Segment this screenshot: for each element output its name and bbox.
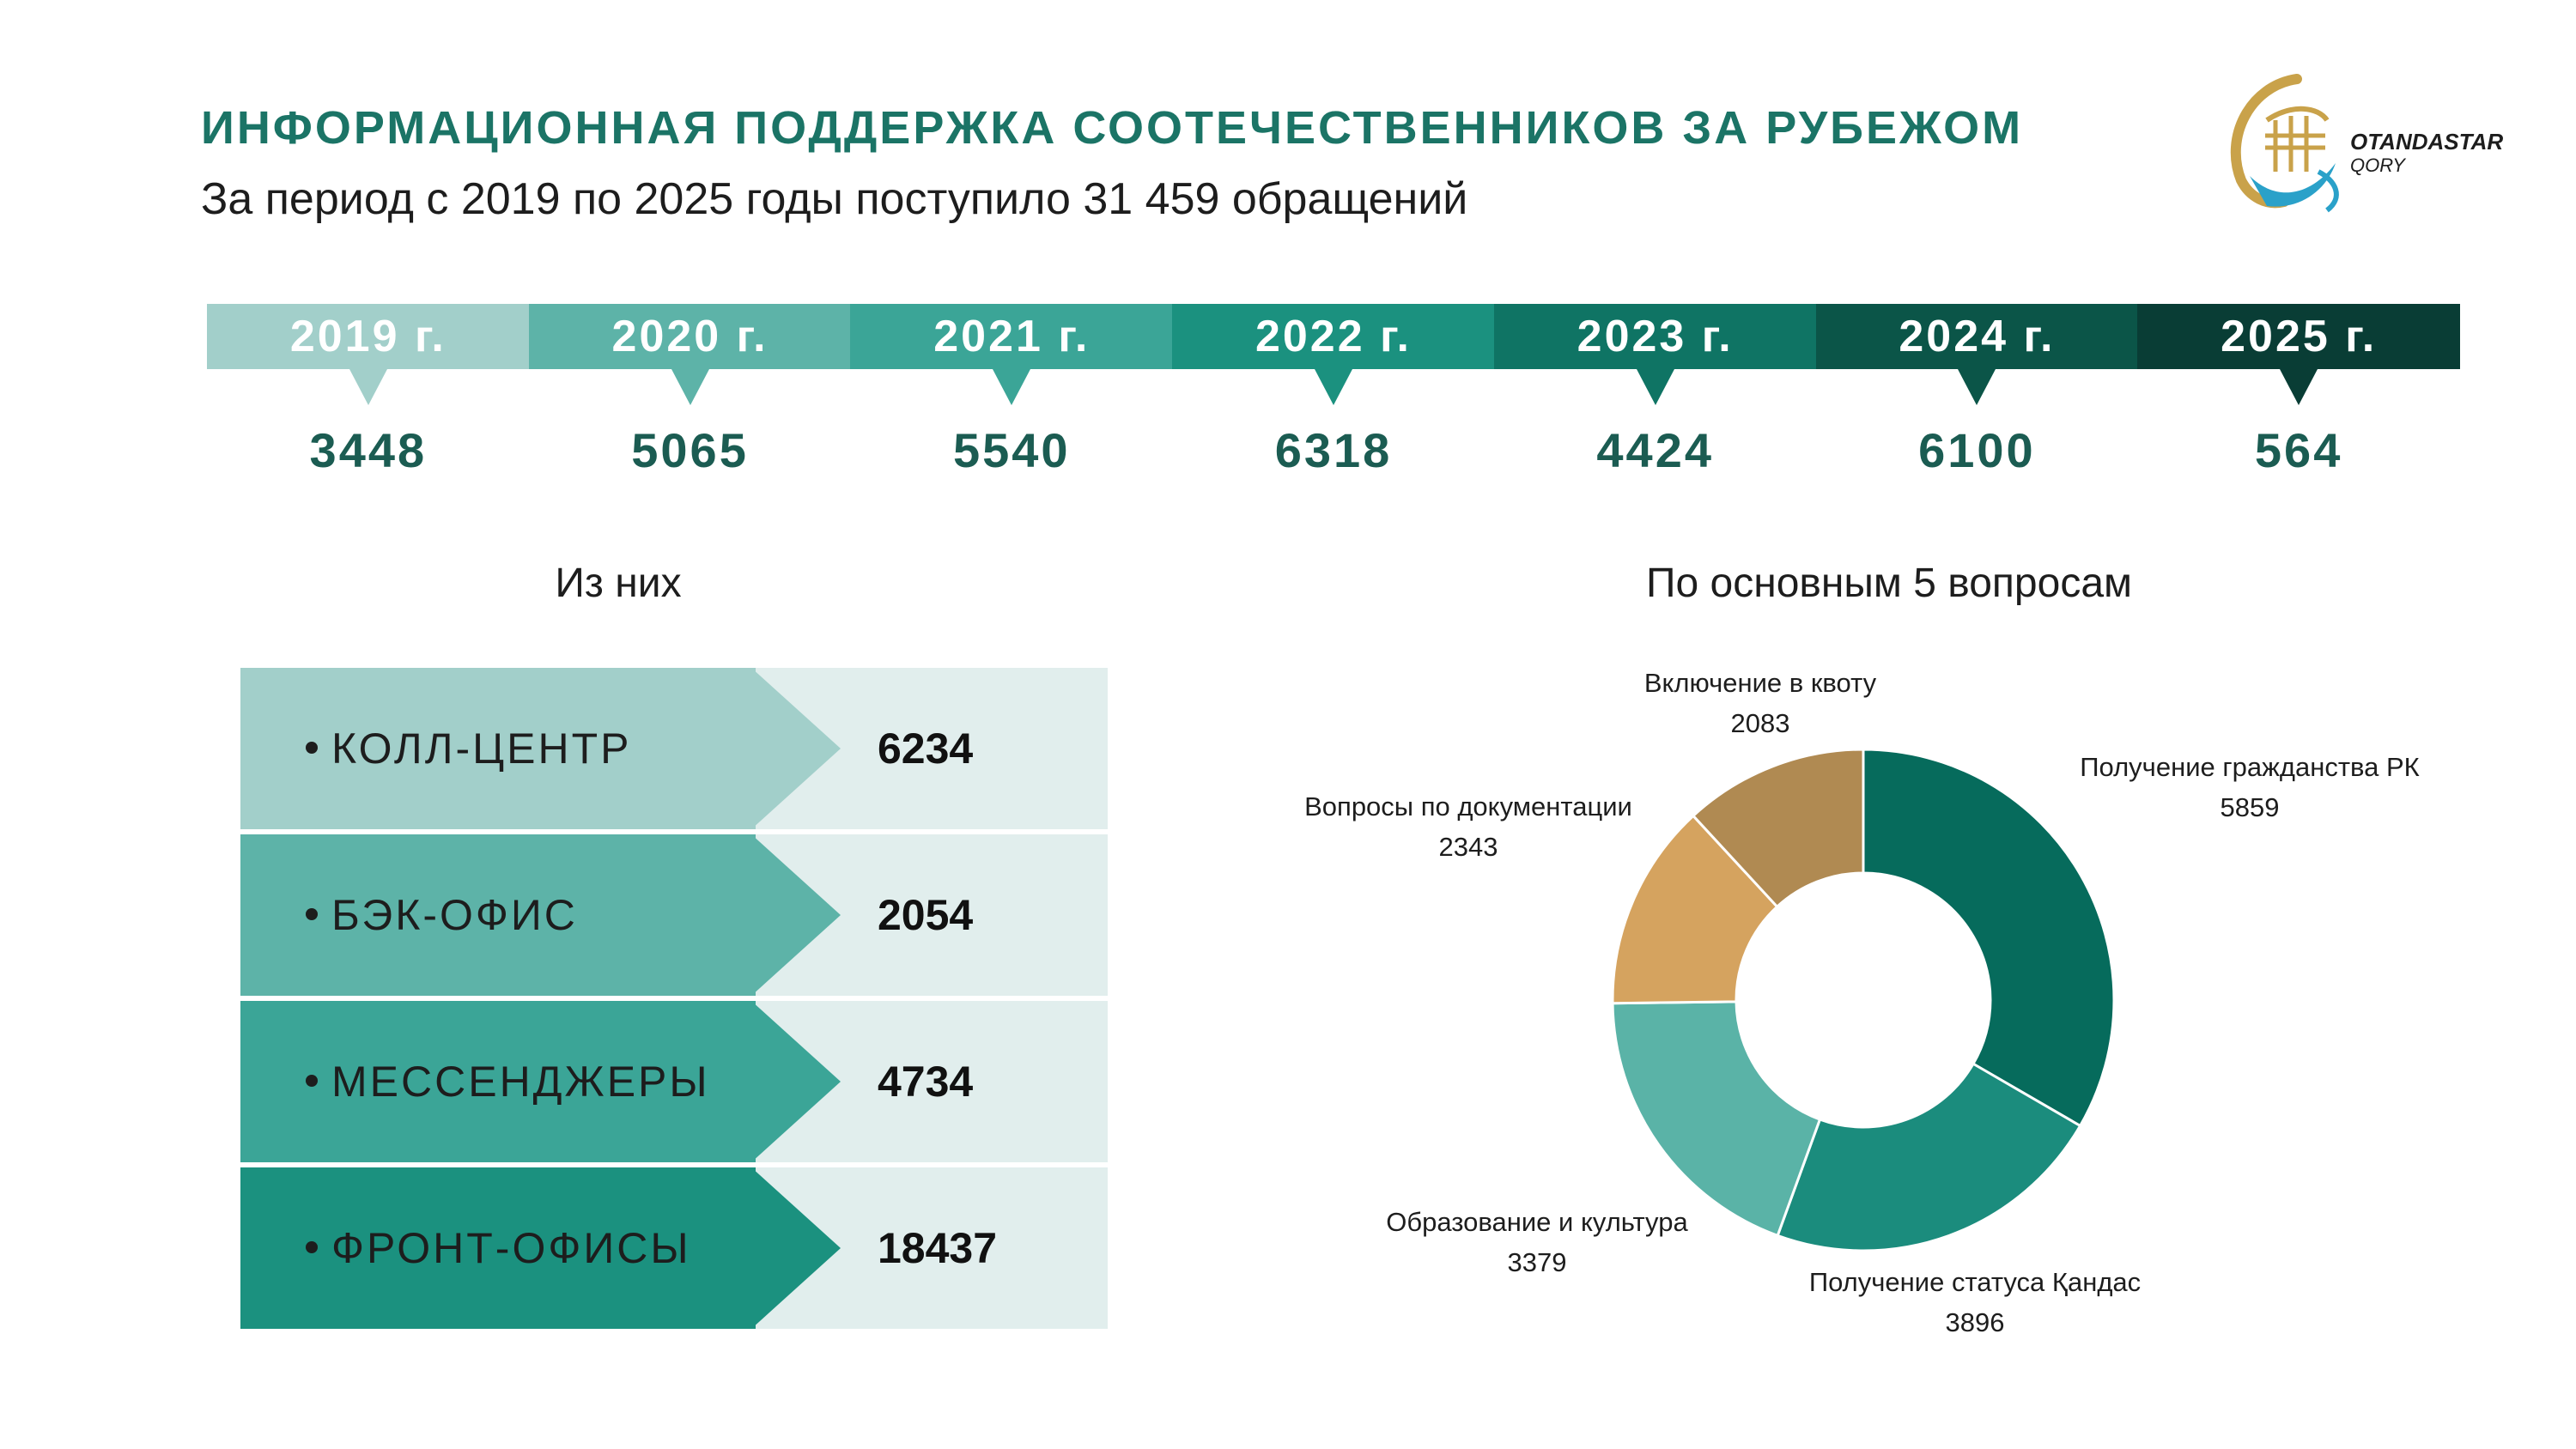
channel-label-text: БЭК-ОФИС xyxy=(331,891,578,939)
channel-row: БЭК-ОФИС 2054 xyxy=(240,834,1108,996)
channel-label-text: МЕССЕНДЖЕРЫ xyxy=(331,1058,710,1106)
year-pointer xyxy=(1636,369,1674,405)
channel-value: 18437 xyxy=(878,1224,998,1272)
channel-label: МЕССЕНДЖЕРЫ xyxy=(302,1001,710,1162)
bullet-icon xyxy=(306,742,318,754)
donut-category-name: Получение гражданства РК xyxy=(2080,752,2420,782)
channel-band xyxy=(240,1167,756,1329)
year-label: 2019 г. xyxy=(289,312,447,361)
year-column: 2022 г. 6318 xyxy=(1172,304,1495,477)
bullet-icon xyxy=(306,908,318,920)
channels-heading: Из них xyxy=(555,561,682,606)
donut-slice-label: Включение в квоту 2083 xyxy=(1580,663,1941,743)
year-column: 2023 г. 4424 xyxy=(1493,304,1817,477)
channel-arrow xyxy=(751,1001,841,1162)
channel-label: ФРОНТ-ОФИСЫ xyxy=(302,1167,691,1329)
channel-value: 2054 xyxy=(878,891,974,939)
year-column: 2021 г. 5540 xyxy=(850,304,1174,477)
year-pointer xyxy=(993,369,1031,405)
donut-category-value: 2083 xyxy=(1730,708,1790,738)
donut-category-value: 3379 xyxy=(1507,1247,1567,1277)
channel-arrow xyxy=(751,1167,841,1329)
donut-slice xyxy=(1691,748,1865,909)
year-value: 564 xyxy=(2254,423,2343,477)
year-column: 2020 г. 5065 xyxy=(528,304,852,477)
year-label: 2021 г. xyxy=(933,312,1091,361)
year-label: 2023 г. xyxy=(1577,312,1734,361)
year-pointer xyxy=(2280,369,2318,405)
year-value: 5540 xyxy=(952,423,1071,477)
year-label: 2024 г. xyxy=(1899,312,2056,361)
donut-category-name: Включение в квоту xyxy=(1643,668,1877,698)
year-column: 2019 г. 3448 xyxy=(207,304,530,477)
year-label: 2020 г. xyxy=(611,312,769,361)
donut-slice-label: Вопросы по документации 2343 xyxy=(1236,786,1700,867)
channel-band xyxy=(240,834,756,996)
donut-slice-label: Образование и культура 3379 xyxy=(1322,1202,1752,1282)
channel-row: ФРОНТ-ОФИСЫ 18437 xyxy=(240,1167,1108,1329)
year-label: 2022 г. xyxy=(1255,312,1412,361)
donut-slice-label: Получение статуса Қандас 3896 xyxy=(1735,1262,2215,1343)
channel-band xyxy=(240,668,756,829)
donut-category-name: Вопросы по документации xyxy=(1304,791,1632,822)
channel-arrow xyxy=(751,668,841,829)
channel-label-text: ФРОНТ-ОФИСЫ xyxy=(331,1224,691,1272)
channel-row: МЕССЕНДЖЕРЫ 4734 xyxy=(240,1001,1108,1162)
donut-slice xyxy=(1611,1000,1822,1238)
channel-label: КОЛЛ-ЦЕНТР xyxy=(302,668,632,829)
year-value: 5065 xyxy=(631,423,749,477)
donut-category-name: Образование и культура xyxy=(1386,1207,1688,1237)
channel-row: КОЛЛ-ЦЕНТР 6234 xyxy=(240,668,1108,829)
page-title: ИНФОРМАЦИОННАЯ ПОДДЕРЖКА СООТЕЧЕСТВЕННИК… xyxy=(201,102,2024,154)
donut-category-value: 2343 xyxy=(1438,832,1498,862)
year-pointer xyxy=(1958,369,1996,405)
year-pointer xyxy=(1314,369,1352,405)
donut-category-value: 5859 xyxy=(2220,792,2280,822)
year-value: 4424 xyxy=(1596,423,1714,477)
channel-value: 4734 xyxy=(878,1058,974,1106)
channel-label-text: КОЛЛ-ЦЕНТР xyxy=(331,724,632,773)
year-pointer xyxy=(349,369,387,405)
channel-arrow xyxy=(751,834,841,996)
year-value: 6100 xyxy=(1918,423,2036,477)
donut-category-name: Получение статуса Қандас xyxy=(1808,1267,2142,1297)
logo-wordmark: OTANDASTAR xyxy=(2350,129,2504,155)
donut-slice-label: Получение гражданства РК 5859 xyxy=(2001,747,2499,828)
topics-heading: По основным 5 вопросам xyxy=(1645,561,2133,606)
bullet-icon xyxy=(306,1075,318,1087)
donut-slice xyxy=(1776,1062,2082,1252)
channel-value: 6234 xyxy=(878,724,974,773)
channels-table: КОЛЛ-ЦЕНТР 6234 БЭК-ОФИС 2054 МЕССЕНДЖЕРЫ 473… xyxy=(240,668,1108,1337)
donut-category-value: 3896 xyxy=(1945,1307,2005,1337)
year-pointer xyxy=(671,369,709,405)
page-subtitle: За период с 2019 по 2025 годы поступило … xyxy=(201,174,1468,224)
channel-band xyxy=(240,1001,756,1162)
channel-label: БЭК-ОФИС xyxy=(302,834,578,996)
year-value: 6318 xyxy=(1274,423,1393,477)
year-column: 2024 г. 6100 xyxy=(1815,304,2139,477)
year-label: 2025 г. xyxy=(2221,312,2378,361)
year-timeline: 2019 г. 3448 2020 г. 5065 2021 г. 5540 2022 г.… xyxy=(207,304,2460,510)
bullet-icon xyxy=(306,1241,318,1253)
year-column: 2025 г. 564 xyxy=(2137,304,2460,477)
otandastar-logo xyxy=(2230,74,2339,213)
logo-wordmark-sub: QORY xyxy=(2350,155,2405,176)
year-value: 3448 xyxy=(309,423,428,477)
